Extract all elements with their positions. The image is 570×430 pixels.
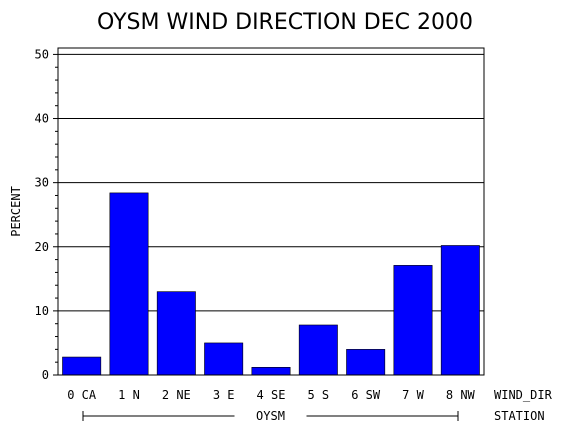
x-tick-label: 4 SE: [257, 388, 286, 402]
bar: [204, 342, 244, 376]
y-tick-label: 40: [35, 112, 49, 126]
group-axis-label: STATION: [494, 409, 545, 423]
station-group-bracket: OYSM: [82, 409, 459, 423]
bars: [62, 192, 480, 376]
y-tick-label: 10: [35, 304, 49, 318]
x-tick-label: 3 E: [213, 388, 235, 402]
x-tick-label: 2 NE: [162, 388, 191, 402]
x-tick-label: 1 N: [118, 388, 140, 402]
bar: [346, 349, 386, 376]
x-axis-label: WIND_DIR: [494, 388, 553, 402]
x-tick-label: 6 SW: [351, 388, 381, 402]
chart-title: OYSM WIND DIRECTION DEC 2000: [97, 10, 473, 35]
y-tick-label: 0: [42, 368, 49, 382]
bar: [440, 245, 480, 376]
bar: [62, 356, 102, 376]
x-tick-label: 5 S: [307, 388, 329, 402]
y-axis-ticks: 0 10 20 30 40 50: [35, 47, 58, 382]
x-tick-label: 8 NW: [446, 388, 476, 402]
bar: [251, 367, 291, 376]
bar: [393, 265, 433, 376]
bar: [298, 324, 338, 376]
x-axis-ticks: 0 CA 1 N 2 NE 3 E 4 SE 5 S 6 SW 7 W 8 NW: [67, 388, 475, 402]
x-tick-label: 0 CA: [67, 388, 97, 402]
y-tick-label: 30: [35, 176, 49, 190]
group-label: OYSM: [256, 409, 285, 423]
bar: [109, 192, 149, 376]
x-tick-label: 7 W: [402, 388, 424, 402]
y-axis-label: PERCENT: [9, 186, 23, 237]
bar: [156, 291, 196, 376]
y-tick-label: 20: [35, 240, 49, 254]
plot-frame: [57, 47, 485, 376]
y-tick-label: 50: [35, 47, 49, 61]
